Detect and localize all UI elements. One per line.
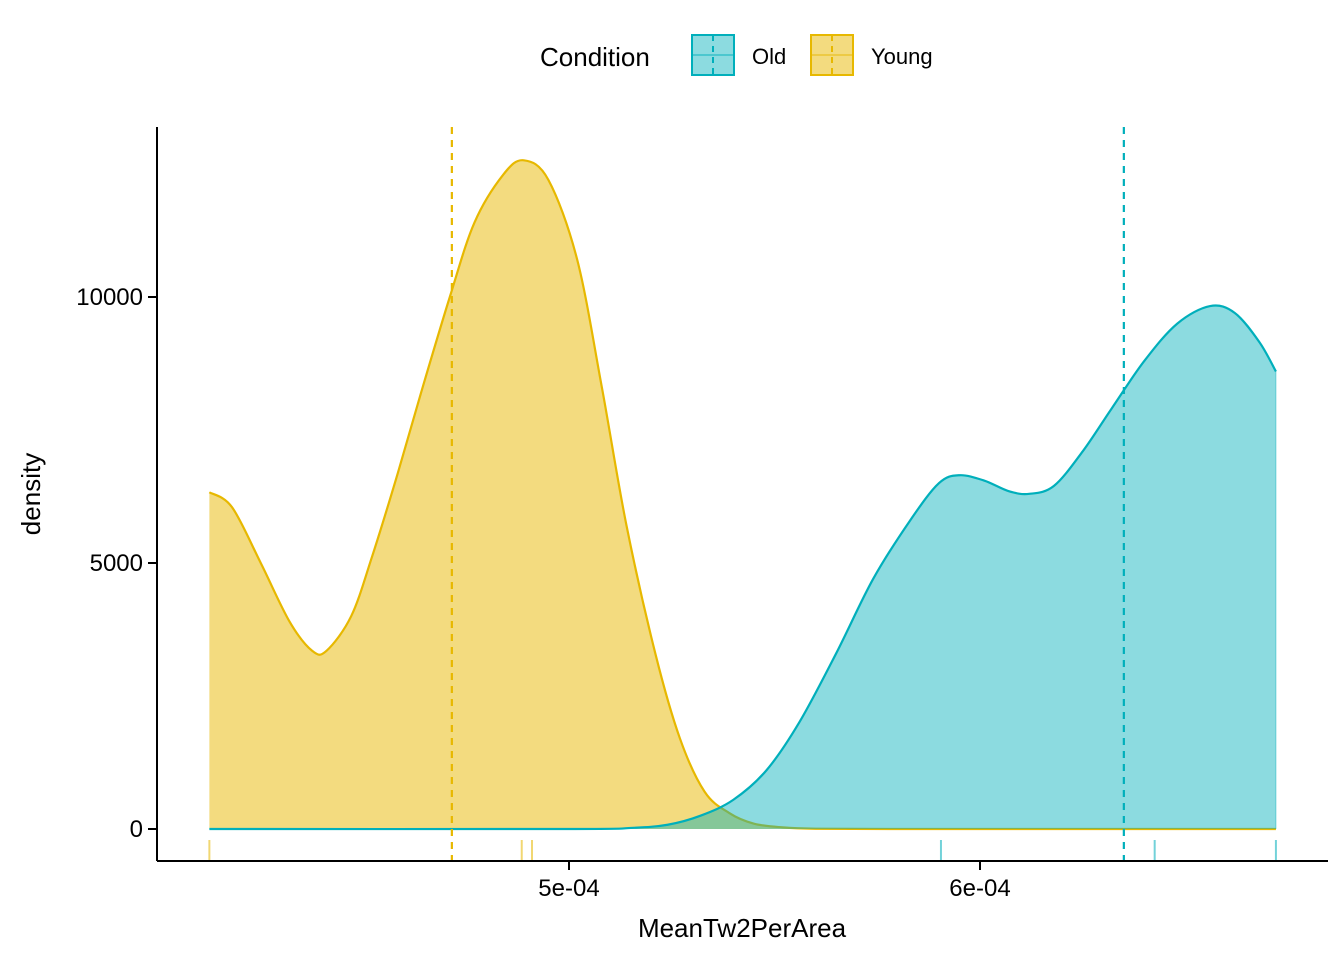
- density-area-old: [209, 305, 1276, 830]
- y-axis-title: density: [16, 453, 46, 535]
- legend-title: Condition: [540, 42, 650, 72]
- rug-marks: [208, 840, 1277, 861]
- y-tick-label-5000: 5000: [90, 550, 143, 577]
- x-tick-label-1: 6e-04: [949, 875, 1010, 902]
- y-axis-ticks: 0 5000 10000: [76, 284, 157, 843]
- y-tick-label-10000: 10000: [76, 284, 143, 311]
- x-axis-ticks: 5e-04 6e-04: [538, 861, 1011, 902]
- series-layer: [208, 159, 1277, 831]
- legend-entry-young[interactable]: Young: [810, 34, 933, 76]
- mean-lines: [450, 127, 1125, 861]
- legend-entry-old[interactable]: Old: [691, 34, 786, 76]
- density-line-young: [208, 159, 1276, 831]
- legend: Condition Old Young: [540, 34, 933, 76]
- y-tick-label-0: 0: [130, 816, 143, 843]
- density-area-young: [209, 160, 1276, 830]
- legend-label-young: Young: [871, 44, 933, 69]
- x-tick-label-0: 5e-04: [538, 875, 599, 902]
- legend-label-old: Old: [752, 44, 786, 69]
- x-axis-title: MeanTw2PerArea: [638, 913, 847, 943]
- density-line-old: [209, 304, 1277, 831]
